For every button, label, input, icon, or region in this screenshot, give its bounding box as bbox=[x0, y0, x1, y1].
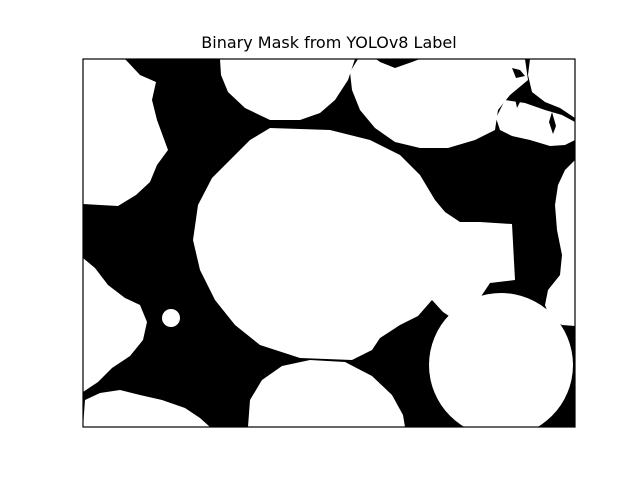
mask-region-right-lobe bbox=[496, 100, 575, 146]
mask-region-bottom-left bbox=[83, 390, 210, 427]
mask-specks bbox=[376, 59, 556, 134]
mask-region-top-left bbox=[83, 59, 168, 206]
mask-region-far-top-right bbox=[528, 59, 575, 118]
mask-region-top-right bbox=[350, 59, 528, 148]
mask-region-small-dot bbox=[162, 309, 180, 327]
axes-frame bbox=[82, 58, 576, 428]
figure-title: Binary Mask from YOLOv8 Label bbox=[201, 33, 457, 52]
mask-region-bottom-right-circle bbox=[429, 293, 573, 427]
mask-region-center bbox=[193, 128, 515, 360]
mask-foreground-regions bbox=[83, 59, 575, 427]
mask-region-bottom-center bbox=[248, 360, 405, 427]
mask-region-left-edge bbox=[83, 258, 147, 392]
mask-region-top-center bbox=[220, 59, 355, 120]
mask-region-right-edge bbox=[545, 160, 575, 326]
